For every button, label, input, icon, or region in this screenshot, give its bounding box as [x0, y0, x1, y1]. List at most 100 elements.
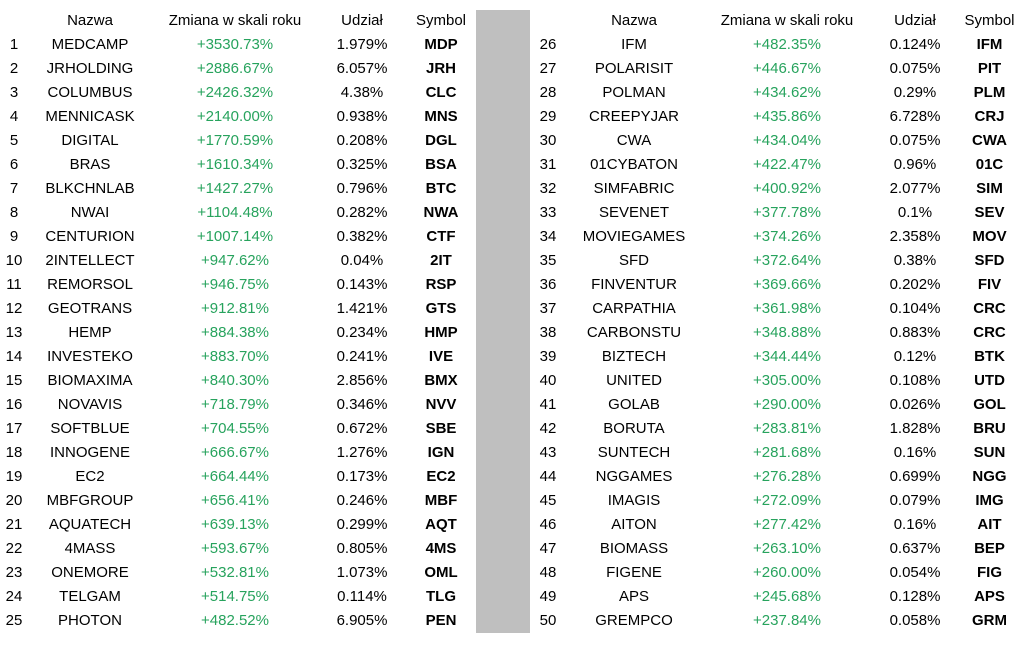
vertical-divider	[476, 10, 530, 633]
ticker-symbol-cell: MOV	[972, 227, 1007, 245]
table-row: 4 MENNICASK +2140.00% 0.938% MNS	[0, 104, 476, 128]
yearly-change-cell: +377.78%	[753, 203, 821, 221]
symbol-header: Symbol	[964, 11, 1015, 29]
table-row: 37 CARPATHIA +361.98% 0.104% CRC	[530, 296, 1021, 320]
table-row: 19 EC2 +664.44% 0.173% EC2	[0, 464, 476, 488]
company-name-cell: IMAGIS	[607, 491, 661, 509]
change-header: Zmiana w skali roku	[168, 11, 302, 29]
rank-cell: 41	[539, 395, 557, 413]
share-percent-cell: 0.104%	[889, 299, 941, 317]
rank-cell: 27	[539, 59, 557, 77]
share-percent-cell: 0.325%	[336, 155, 388, 173]
rank-cell: 5	[9, 131, 19, 149]
company-name-cell: REMORSOL	[47, 275, 133, 293]
yearly-change-cell: +374.26%	[753, 227, 821, 245]
share-percent-cell: 0.12%	[893, 347, 937, 365]
share-percent-cell: 0.299%	[336, 515, 388, 533]
yearly-change-cell: +290.00%	[753, 395, 821, 413]
yearly-change-cell: +361.98%	[753, 299, 821, 317]
table-row: 45 IMAGIS +272.09% 0.079% IMG	[530, 488, 1021, 512]
rank-cell: 14	[5, 347, 23, 365]
share-percent-cell: 6.905%	[336, 611, 388, 629]
table-row: 30 CWA +434.04% 0.075% CWA	[530, 128, 1021, 152]
share-percent-cell: 0.282%	[336, 203, 388, 221]
table-row: 48 FIGENE +260.00% 0.054% FIG	[530, 560, 1021, 584]
ranking-table-right: Nazwa Zmiana w skali roku Udział Symbol …	[530, 8, 1021, 632]
ticker-symbol-cell: DGL	[425, 131, 457, 149]
rank-cell: 7	[9, 179, 19, 197]
company-name-cell: BRAS	[69, 155, 111, 173]
rank-cell: 26	[539, 35, 557, 53]
company-name-cell: 2INTELLECT	[45, 251, 135, 269]
table-row: 18 INNOGENE +666.67% 1.276% IGN	[0, 440, 476, 464]
yearly-change-cell: +718.79%	[201, 395, 269, 413]
yearly-change-cell: +272.09%	[753, 491, 821, 509]
rank-cell: 28	[539, 83, 557, 101]
company-name-cell: NWAI	[70, 203, 110, 221]
company-name-cell: CENTURION	[45, 227, 135, 245]
yearly-change-cell: +2886.67%	[196, 59, 274, 77]
ticker-symbol-cell: CWA	[972, 131, 1007, 149]
table-row: 14 INVESTEKO +883.70% 0.241% IVE	[0, 344, 476, 368]
ticker-symbol-cell: 2IT	[430, 251, 452, 269]
rank-cell: 10	[5, 251, 23, 269]
share-percent-cell: 1.979%	[336, 35, 388, 53]
yearly-change-cell: +2140.00%	[196, 107, 274, 125]
yearly-change-cell: +348.88%	[753, 323, 821, 341]
ticker-symbol-cell: PIT	[977, 59, 1002, 77]
share-percent-cell: 0.128%	[889, 587, 941, 605]
table-row: 28 POLMAN +434.62% 0.29% PLM	[530, 80, 1021, 104]
ticker-symbol-cell: GOL	[973, 395, 1006, 413]
ticker-symbol-cell: APS	[974, 587, 1005, 605]
rank-cell: 39	[539, 347, 557, 365]
company-name-cell: GOLAB	[608, 395, 660, 413]
table-row: 43 SUNTECH +281.68% 0.16% SUN	[530, 440, 1021, 464]
share-percent-cell: 0.124%	[889, 35, 941, 53]
company-name-cell: SIMFABRIC	[593, 179, 675, 197]
company-name-cell: HEMP	[68, 323, 112, 341]
ticker-symbol-cell: MNS	[424, 107, 458, 125]
table-row: 23 ONEMORE +532.81% 1.073% OML	[0, 560, 476, 584]
rank-cell: 20	[5, 491, 23, 509]
company-name-cell: INNOGENE	[49, 443, 130, 461]
company-name-cell: GREMPCO	[595, 611, 673, 629]
table-row: 7 BLKCHNLAB +1427.27% 0.796% BTC	[0, 176, 476, 200]
rank-cell: 29	[539, 107, 557, 125]
share-percent-cell: 0.202%	[889, 275, 941, 293]
yearly-change-cell: +884.38%	[201, 323, 269, 341]
ranking-table-left: Nazwa Zmiana w skali roku Udział Symbol …	[0, 8, 476, 632]
yearly-change-cell: +1770.59%	[196, 131, 274, 149]
share-percent-cell: 0.208%	[336, 131, 388, 149]
rank-cell: 43	[539, 443, 557, 461]
share-percent-cell: 0.079%	[889, 491, 941, 509]
company-name-cell: UNITED	[606, 371, 662, 389]
ticker-symbol-cell: NWA	[423, 203, 459, 221]
company-name-cell: SFD	[619, 251, 649, 269]
table-row: 27 POLARISIT +446.67% 0.075% PIT	[530, 56, 1021, 80]
yearly-change-cell: +883.70%	[201, 347, 269, 365]
yearly-change-cell: +532.81%	[201, 563, 269, 581]
rank-header	[530, 8, 566, 32]
table-row: 10 2INTELLECT +947.62% 0.04% 2IT	[0, 248, 476, 272]
symbol-header: Symbol	[415, 11, 467, 29]
rank-cell: 48	[539, 563, 557, 581]
company-name-cell: INVESTEKO	[47, 347, 133, 365]
share-percent-cell: 0.29%	[893, 83, 937, 101]
share-percent-cell: 0.96%	[893, 155, 937, 173]
share-percent-cell: 6.057%	[336, 59, 388, 77]
company-name-cell: SEVENET	[598, 203, 670, 221]
rank-cell: 40	[539, 371, 557, 389]
company-name-cell: PHOTON	[58, 611, 122, 629]
rank-cell: 44	[539, 467, 557, 485]
table-row: 32 SIMFABRIC +400.92% 2.077% SIM	[530, 176, 1021, 200]
share-percent-cell: 0.883%	[889, 323, 941, 341]
company-name-cell: BIOMAXIMA	[47, 371, 133, 389]
ticker-symbol-cell: TLG	[426, 587, 456, 605]
ticker-symbol-cell: IFM	[976, 35, 1003, 53]
rank-cell: 21	[5, 515, 23, 533]
ticker-symbol-cell: CLC	[425, 83, 457, 101]
table-row: 25 PHOTON +482.52% 6.905% PEN	[0, 608, 476, 632]
rank-cell: 13	[5, 323, 23, 341]
table-row: 46 AITON +277.42% 0.16% AIT	[530, 512, 1021, 536]
company-name-cell: EC2	[75, 467, 105, 485]
